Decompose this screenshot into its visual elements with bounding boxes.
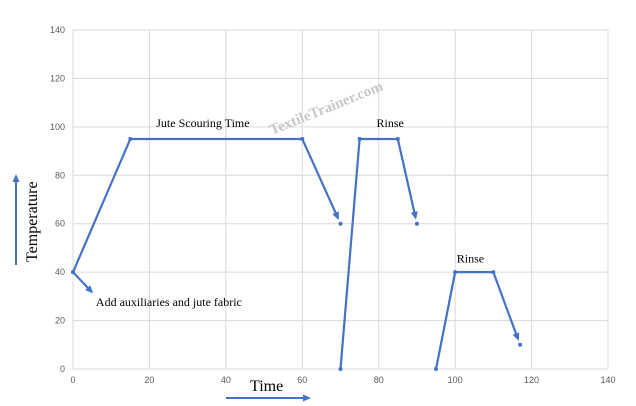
annotation-label: Rinse bbox=[377, 116, 404, 130]
x-tick-label: 0 bbox=[70, 375, 75, 385]
series-line-3 bbox=[72, 271, 90, 290]
y-tick-label: 80 bbox=[55, 170, 65, 180]
y-tick-label: 40 bbox=[55, 267, 65, 277]
y-axis-label: Temperature bbox=[24, 181, 41, 262]
series-line-2 bbox=[434, 271, 518, 370]
annotation-label: Add auxiliaries and jute fabric bbox=[96, 295, 242, 309]
data-point bbox=[414, 221, 419, 226]
annotation-label: Rinse bbox=[457, 251, 484, 265]
x-tick-label: 20 bbox=[144, 375, 154, 385]
x-axis-arrowhead bbox=[303, 394, 311, 402]
x-tick-label: 80 bbox=[374, 375, 384, 385]
series-arrowhead bbox=[410, 211, 418, 220]
series-line-0 bbox=[71, 137, 338, 273]
y-tick-label: 20 bbox=[55, 316, 65, 326]
y-tick-label: 120 bbox=[50, 73, 65, 83]
x-tick-label: 120 bbox=[524, 375, 539, 385]
y-tick-label: 100 bbox=[50, 122, 65, 132]
data-point bbox=[518, 342, 523, 347]
y-tick-label: 60 bbox=[55, 219, 65, 229]
data-point bbox=[491, 270, 496, 275]
data-point bbox=[71, 270, 75, 275]
series-arrowhead bbox=[85, 285, 94, 294]
data-point bbox=[434, 367, 439, 371]
series-arrowhead bbox=[332, 211, 339, 221]
series-arrowhead bbox=[512, 332, 520, 342]
y-axis-arrowhead bbox=[12, 174, 20, 182]
series-line-1 bbox=[339, 137, 416, 370]
x-tick-label: 60 bbox=[297, 375, 307, 385]
x-axis-label: Time bbox=[250, 378, 283, 395]
data-point bbox=[300, 136, 305, 141]
annotation-label: Jute Scouring Time bbox=[156, 116, 249, 130]
data-point bbox=[357, 136, 362, 141]
data-point bbox=[395, 136, 400, 141]
x-tick-label: 100 bbox=[448, 375, 463, 385]
data-point bbox=[338, 367, 343, 371]
x-tick-label: 140 bbox=[600, 375, 615, 385]
y-tick-label: 0 bbox=[60, 364, 65, 374]
data-point bbox=[453, 270, 458, 275]
x-tick-label: 40 bbox=[221, 375, 231, 385]
data-point bbox=[128, 136, 133, 141]
data-point bbox=[338, 221, 343, 226]
y-tick-label: 140 bbox=[50, 25, 65, 35]
watermark: TextileTrainer.com bbox=[268, 78, 386, 138]
